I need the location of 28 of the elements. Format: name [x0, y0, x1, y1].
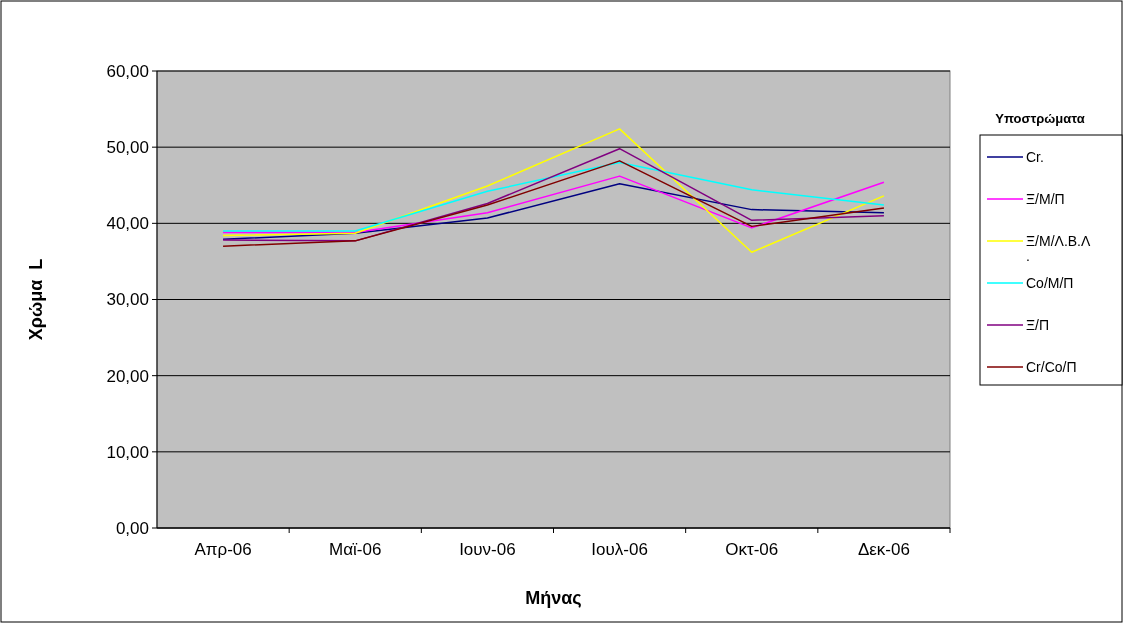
legend-label: Cr/Co/Π	[1026, 358, 1077, 375]
y-tick-label: 50,00	[106, 138, 149, 158]
y-tick-label: 40,00	[106, 214, 149, 234]
x-tick-label: Ιουν-06	[459, 540, 516, 559]
x-tick-label: Οκτ-06	[725, 540, 779, 559]
y-tick-label: 10,00	[106, 442, 149, 462]
line-series	[222, 147, 885, 242]
x-axis-title: Μήνας	[525, 588, 582, 608]
line-series	[222, 182, 885, 241]
legend-label: Ξ/Μ/Λ.Β.Λ.	[1026, 232, 1092, 265]
line-series	[222, 175, 885, 234]
y-tick-label: 20,00	[106, 366, 149, 386]
y-tick-label: 30,00	[106, 290, 149, 310]
x-tick-label: Δεκ-06	[857, 540, 910, 559]
line-series	[222, 161, 885, 232]
x-tick-label: Μαϊ-06	[329, 540, 382, 559]
y-tick-label: 0,00	[115, 518, 149, 538]
legend-label: Co/Μ/Π	[1026, 274, 1074, 291]
legend-label: Ξ/Π	[1026, 316, 1050, 333]
line-series	[222, 160, 885, 247]
y-axis-title: Χρώμα L	[26, 258, 46, 341]
y-tick-label: 60,00	[106, 61, 149, 81]
x-tick-label: Απρ-06	[194, 540, 252, 559]
legend-label: Cr.	[1026, 148, 1044, 165]
legend-label: Ξ/Μ/Π	[1026, 190, 1065, 207]
line-series	[222, 128, 885, 254]
legend-title: Υποστρώματα	[995, 111, 1085, 126]
x-tick-label: Ιουλ-06	[591, 540, 648, 559]
